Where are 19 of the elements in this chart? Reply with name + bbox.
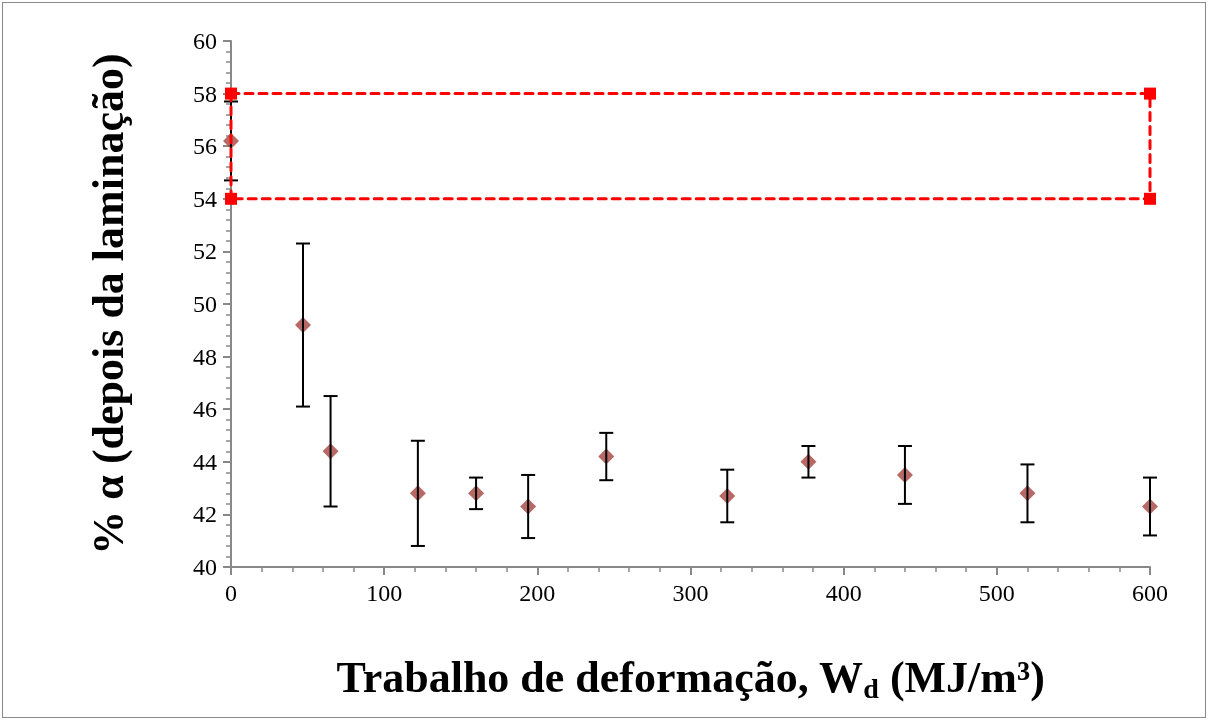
y-tick-label: 58 bbox=[193, 80, 217, 107]
y-tick-label: 50 bbox=[193, 291, 217, 317]
x-tick-label: 0 bbox=[225, 580, 237, 606]
x-tick-label: 500 bbox=[978, 580, 1015, 606]
x-tick-label: 200 bbox=[519, 580, 556, 606]
y-tick-label: 40 bbox=[193, 554, 217, 580]
y-tick-label: 48 bbox=[193, 343, 217, 370]
y-tick-label: 56 bbox=[193, 133, 217, 160]
y-tick-label: 54 bbox=[193, 185, 217, 212]
y-tick-label: 52 bbox=[193, 238, 217, 265]
x-tick-label: 300 bbox=[672, 580, 709, 606]
x-tick-label: 600 bbox=[1132, 580, 1168, 606]
y-axis-title: % α (depois da laminação) bbox=[83, 53, 133, 555]
x-tick-label: 400 bbox=[825, 580, 862, 606]
y-tick-label: 46 bbox=[193, 396, 217, 423]
y-tick-label: 60 bbox=[193, 28, 217, 54]
x-tick-label: 100 bbox=[366, 580, 403, 606]
y-tick-label: 42 bbox=[193, 501, 217, 528]
y-tick-label: 44 bbox=[193, 448, 217, 475]
